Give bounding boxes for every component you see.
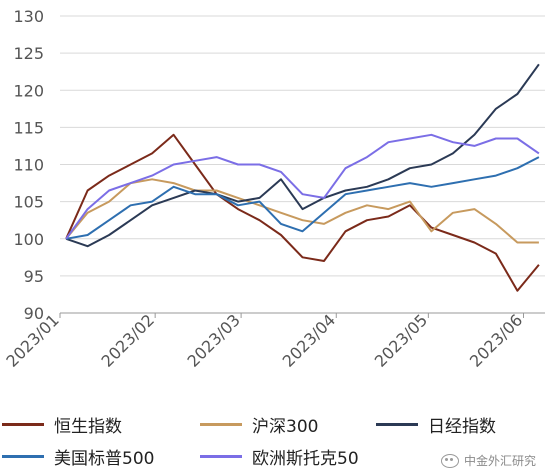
legend-label: 欧洲斯托克50 [252,449,359,469]
legend-swatch [376,423,418,426]
x-tick-label: 2023/04 [279,310,339,370]
legend-swatch [2,423,44,426]
series-lines [65,63,540,292]
legend: 恒生指数 沪深300 日经指数美国标普500 欧洲斯托克50 [0,404,550,474]
gridlines [60,15,545,277]
y-tick-label: 120 [13,81,44,100]
legend-swatch [200,455,242,458]
legend-label: 恒生指数 [54,417,122,437]
x-axis: 2023/01 2023/02 2023/03 2023/04 2023/05 2023/… [2,310,545,371]
x-tick-label: 2023/05 [371,310,431,370]
series-line [65,63,540,248]
y-tick-label: 110 [13,156,44,175]
legend-swatch [2,455,44,458]
y-tick-label: 125 [13,44,44,63]
legend-swatch [200,423,242,426]
x-tick-label: 2023/02 [98,310,158,370]
x-tick-label: 2023/06 [466,310,526,370]
watermark: 中金外汇研究 [440,452,536,469]
y-tick-label: 100 [13,230,44,249]
y-axis-ticks: 90 95 100 105 110 115 120 125 130 [13,7,44,323]
y-tick-label: 90 [24,304,44,323]
legend-item: 恒生指数 [2,412,122,437]
y-tick-label: 115 [13,118,44,137]
x-tick-label: 2023/03 [184,310,244,370]
y-tick-label: 105 [13,193,44,212]
legend-label: 美国标普500 [54,449,155,469]
legend-item: 美国标普500 [2,444,154,469]
series-line [65,133,540,292]
legend-label: 沪深300 [252,417,319,437]
legend-label: 日经指数 [428,417,496,437]
legend-item: 欧洲斯托克50 [200,444,359,469]
y-tick-label: 130 [13,7,44,26]
y-tick-label: 95 [24,267,44,286]
legend-item: 沪深300 [200,412,318,437]
series-line [65,178,539,244]
series-line [65,156,540,240]
watermark-text: 中金外汇研究 [463,454,536,468]
series-line [65,133,540,240]
legend-item: 日经指数 [376,412,496,437]
wechat-icon [440,453,459,468]
